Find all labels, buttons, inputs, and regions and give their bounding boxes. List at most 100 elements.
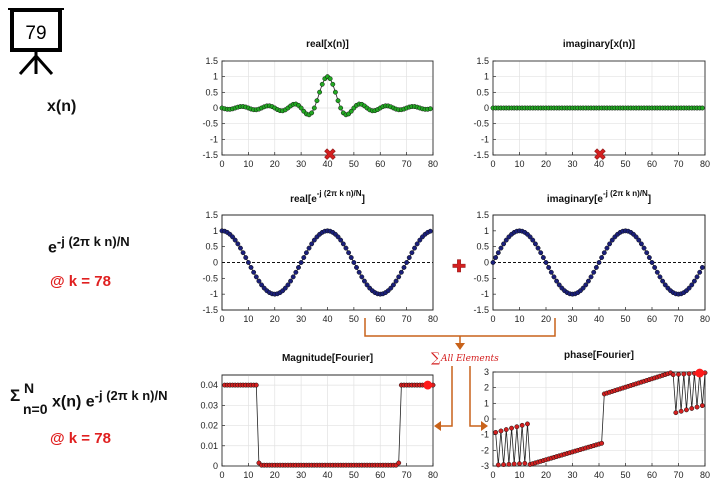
data-point	[638, 241, 644, 247]
y-tick-label: -2	[481, 445, 489, 455]
y-tick-label: -0.5	[473, 119, 489, 129]
data-point	[412, 245, 417, 251]
x-tick-label: 40	[594, 314, 604, 324]
data-point	[498, 245, 504, 251]
data-point	[490, 260, 496, 265]
chart-title: Magnitude[Fourier]	[282, 353, 373, 364]
data-point	[670, 372, 676, 378]
data-point	[311, 105, 317, 111]
sum-symbol: Σ	[10, 386, 21, 405]
x-tick-label: 30	[567, 314, 577, 324]
data-point	[662, 282, 668, 288]
highlight-point	[695, 368, 705, 378]
x-tick-label: 40	[594, 159, 604, 169]
data-point	[543, 260, 549, 265]
data-point	[396, 274, 402, 280]
data-point	[427, 228, 433, 234]
slide-number-icon: 79	[6, 4, 68, 76]
x-tick-label: 60	[375, 314, 385, 324]
data-point	[306, 245, 312, 251]
x-tick-label: 0	[219, 314, 224, 324]
sum-upper-limit: N	[24, 380, 35, 396]
k-value-label: @ k = 78	[50, 273, 111, 290]
x-tick-label: 10	[514, 159, 524, 169]
data-point	[393, 278, 399, 284]
data-point	[503, 427, 509, 433]
y-tick-label: 0	[484, 414, 489, 424]
y-tick-label: -1	[481, 289, 489, 299]
data-point	[514, 424, 520, 430]
data-point	[501, 462, 507, 468]
data-point	[699, 265, 705, 270]
data-point	[354, 265, 359, 270]
y-tick-label: 1	[213, 72, 218, 82]
x-tick-label: 40	[322, 314, 332, 324]
data-point	[684, 407, 689, 413]
data-point	[330, 81, 336, 87]
data-point	[699, 105, 705, 111]
y-tick-label: 1	[213, 226, 218, 236]
x-tick-label: 20	[541, 314, 551, 324]
data-point	[532, 241, 538, 247]
data-point	[535, 245, 541, 251]
data-point	[495, 462, 501, 468]
x-tick-label: 70	[673, 470, 683, 480]
data-point	[636, 237, 642, 243]
data-point	[511, 461, 517, 467]
data-point	[501, 241, 507, 247]
y-tick-label: -1	[210, 289, 218, 299]
data-point	[588, 274, 594, 280]
y-tick-label: 0.5	[205, 242, 218, 252]
x-tick-label: 40	[594, 470, 604, 480]
y-tick-label: 1.5	[476, 56, 489, 66]
x-tick-label: 50	[620, 314, 630, 324]
x-tick-label: 20	[270, 470, 280, 480]
x-tick-label: 20	[270, 314, 280, 324]
data-point	[245, 260, 251, 265]
y-tick-label: 0.04	[200, 380, 218, 390]
chart-imag-x: 1.510.50-0.5-1-1.50 10 20 30 40 50 60 70 80imagi…	[473, 39, 710, 169]
y-tick-label: -1	[210, 134, 218, 144]
multiply-icon: ✖	[593, 145, 606, 164]
data-point	[678, 408, 684, 414]
chart-title: phase[Fourier]	[564, 350, 634, 361]
highlight-point	[423, 380, 433, 390]
y-tick-label: 0.5	[205, 87, 218, 97]
data-point	[604, 245, 610, 251]
x-tick-label: 50	[349, 159, 359, 169]
data-point	[503, 237, 509, 243]
data-point	[317, 89, 323, 95]
data-point	[390, 282, 396, 288]
x-tick-label: 80	[700, 470, 710, 480]
chart-real-x: 1.510.50-0.5-1-1.50 10 20 30 40 50 60 70 80real[…	[202, 39, 438, 169]
data-point	[259, 282, 265, 288]
y-tick-label: -1.5	[202, 150, 218, 160]
data-point	[351, 260, 357, 265]
plus-icon: ✚	[452, 257, 466, 277]
data-point	[546, 265, 552, 270]
x-tick-label: 30	[296, 314, 306, 324]
y-tick-label: -0.5	[202, 273, 218, 283]
chart-title: imaginary[e-j (2π k n)/N]	[547, 189, 651, 205]
data-point	[327, 76, 333, 82]
x-tick-label: 0	[490, 470, 495, 480]
y-tick-label: 0.02	[200, 421, 218, 431]
x-tick-label: 70	[402, 470, 412, 480]
data-point	[694, 274, 700, 280]
x-tick-label: 30	[567, 159, 577, 169]
x-tick-label: 60	[647, 159, 657, 169]
data-point	[660, 278, 666, 284]
data-point	[548, 269, 554, 275]
data-point	[673, 410, 679, 416]
data-point	[498, 428, 504, 434]
data-point	[314, 98, 320, 104]
y-tick-label: 0	[213, 103, 218, 113]
data-point	[285, 282, 291, 288]
data-point	[319, 81, 325, 87]
data-point	[293, 269, 299, 275]
data-point	[686, 285, 692, 291]
data-point	[517, 461, 522, 467]
data-point	[253, 274, 259, 280]
data-point	[530, 237, 536, 243]
